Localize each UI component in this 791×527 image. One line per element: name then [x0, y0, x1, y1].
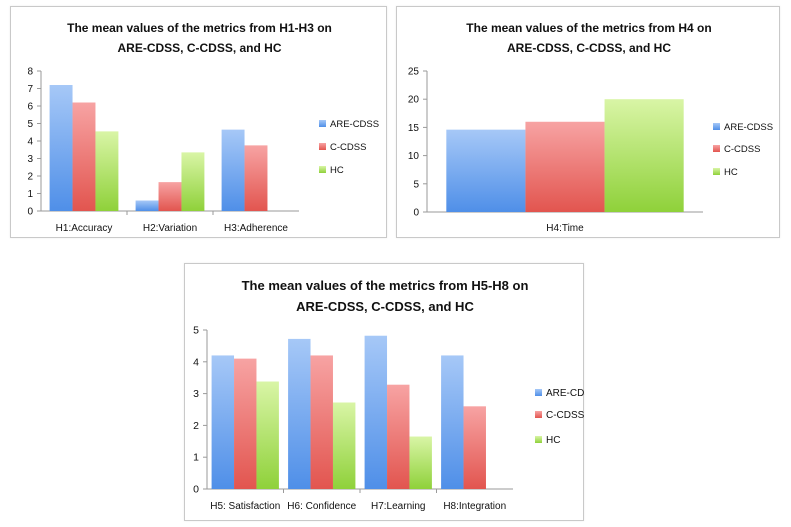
legend-label-are-cdss: ARE-CDSS: [330, 119, 379, 130]
y-tick-label: 25: [408, 67, 420, 78]
bar-hc-h5-satisfaction: [256, 381, 279, 489]
bar-are-cdss-h8-integration: [441, 355, 464, 489]
chart-h4: The mean values of the metrics from H4 o…: [408, 21, 773, 234]
bar-hc-h7-learning: [409, 436, 432, 489]
legend-swatch-are-cdss: [535, 389, 542, 396]
bar-c-cdss-h4-time: [525, 121, 605, 212]
bar-hc-h1-accuracy: [95, 131, 119, 211]
x-category-label: H3:Adherence: [224, 223, 288, 234]
legend-swatch-hc: [535, 436, 542, 443]
legend-label-hc: HC: [330, 165, 344, 176]
legend-swatch-c-cdss: [535, 411, 542, 418]
chart-title-line-2: ARE-CDSS, C-CDSS, and HC: [507, 41, 671, 55]
bar-are-cdss-h2-variation: [135, 200, 159, 211]
bar-c-cdss-h7-learning: [387, 384, 410, 489]
y-tick-label: 10: [408, 151, 420, 162]
y-tick-label: 5: [193, 325, 199, 337]
chart-title-line-2: ARE-CDSS, C-CDSS, and HC: [296, 299, 474, 314]
y-tick-label: 3: [193, 388, 199, 400]
chart-title-line-1: The mean values of the metrics from H4 o…: [466, 21, 711, 35]
x-category-label: H1:Accuracy: [56, 223, 113, 234]
legend-swatch-c-cdss: [713, 145, 720, 152]
y-tick-label: 0: [413, 208, 419, 219]
x-category-label: H8:Integration: [443, 501, 506, 512]
chart-title-line-1: The mean values of the metrics from H1-H…: [67, 21, 332, 35]
legend-label-are-cdss: ARE-CDSS: [724, 122, 773, 133]
y-tick-label: 2: [27, 172, 33, 183]
bar-c-cdss-h5-satisfaction: [234, 358, 257, 489]
chart-panel-h5-h8: The mean values of the metrics from H5-H…: [184, 263, 585, 521]
y-tick-label: 8: [27, 67, 33, 78]
bar-c-cdss-h2-variation: [158, 182, 182, 211]
x-category-label: H7:Learning: [371, 501, 425, 512]
legend-label-hc: HC: [546, 435, 560, 446]
legend-swatch-hc: [319, 166, 326, 173]
y-tick-label: 5: [27, 119, 33, 130]
bar-c-cdss-h6-confidence: [310, 355, 333, 489]
bar-c-cdss-h3-adherence: [244, 145, 268, 211]
legend-swatch-hc: [713, 168, 720, 175]
y-tick-label: 15: [408, 123, 420, 134]
legend-swatch-are-cdss: [713, 123, 720, 130]
x-category-label: H6: Confidence: [287, 501, 356, 512]
legend-swatch-are-cdss: [319, 120, 326, 127]
y-tick-label: 5: [413, 179, 419, 190]
y-tick-label: 2: [193, 420, 199, 432]
chart-panel-h1-h3: The mean values of the metrics from H1-H…: [10, 6, 387, 238]
chart-title-line-2: ARE-CDSS, C-CDSS, and HC: [117, 41, 281, 55]
bar-c-cdss-h1-accuracy: [72, 102, 96, 211]
chart-title-line-1: The mean values of the metrics from H5-H…: [242, 278, 529, 293]
y-tick-label: 0: [27, 207, 33, 218]
bar-are-cdss-h4-time: [446, 129, 526, 212]
x-category-label: H4:Time: [546, 223, 584, 234]
y-tick-label: 6: [27, 102, 33, 113]
y-tick-label: 3: [27, 154, 33, 165]
legend-label-are-cdss: ARE-CDSS: [546, 388, 585, 399]
legend-swatch-c-cdss: [319, 143, 326, 150]
legend-label-c-cdss: C-CDSS: [724, 144, 760, 155]
legend-label-hc: HC: [724, 167, 738, 178]
bar-hc-h4-time: [604, 99, 684, 212]
y-tick-label: 4: [27, 137, 33, 148]
x-category-label: H2:Variation: [143, 223, 197, 234]
bar-hc-h6-confidence: [332, 402, 356, 489]
y-tick-label: 1: [27, 189, 33, 200]
bar-are-cdss-h7-learning: [364, 335, 388, 489]
chart-panel-h4: The mean values of the metrics from H4 o…: [396, 6, 780, 238]
y-tick-label: 1: [193, 452, 199, 464]
y-tick-label: 20: [408, 95, 420, 106]
bar-hc-h2-variation: [181, 152, 205, 211]
bar-are-cdss-h5-satisfaction: [211, 355, 235, 489]
chart-h5-h8: The mean values of the metrics from H5-H…: [193, 278, 585, 512]
legend-label-c-cdss: C-CDSS: [546, 410, 585, 421]
bar-c-cdss-h8-integration: [463, 406, 486, 489]
bar-are-cdss-h3-adherence: [221, 129, 245, 211]
bar-are-cdss-h6-confidence: [288, 338, 311, 489]
x-category-label: H5: Satisfaction: [210, 501, 280, 512]
bar-are-cdss-h1-accuracy: [49, 85, 73, 211]
legend-label-c-cdss: C-CDSS: [330, 142, 366, 153]
y-tick-label: 7: [27, 84, 33, 95]
chart-h1-h3: The mean values of the metrics from H1-H…: [27, 21, 379, 234]
y-tick-label: 4: [193, 356, 199, 368]
y-tick-label: 0: [193, 484, 199, 496]
